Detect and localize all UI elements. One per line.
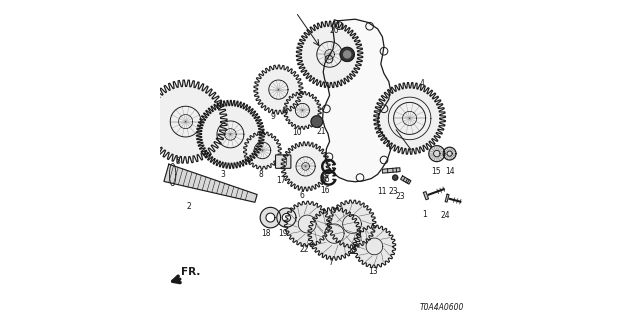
Text: T0A4A0600: T0A4A0600 — [419, 303, 464, 312]
Text: 8: 8 — [259, 170, 263, 179]
Polygon shape — [382, 168, 400, 173]
Text: 11: 11 — [378, 188, 387, 196]
Text: 16: 16 — [320, 186, 330, 195]
Polygon shape — [323, 19, 390, 182]
Text: 3: 3 — [220, 170, 225, 179]
Text: 6: 6 — [300, 191, 305, 200]
Polygon shape — [260, 207, 280, 228]
Text: 4: 4 — [420, 79, 425, 88]
Text: 9: 9 — [270, 112, 275, 121]
FancyBboxPatch shape — [275, 155, 291, 168]
Polygon shape — [244, 132, 281, 169]
Text: 23: 23 — [395, 192, 405, 201]
Polygon shape — [164, 164, 257, 202]
Text: 19: 19 — [278, 229, 287, 238]
Text: 21: 21 — [317, 127, 326, 136]
Text: 18: 18 — [262, 229, 271, 238]
Text: 7: 7 — [329, 258, 333, 267]
Text: 17: 17 — [276, 176, 286, 185]
Text: 24: 24 — [440, 212, 451, 220]
Text: 13: 13 — [368, 268, 378, 276]
Text: 1: 1 — [422, 210, 427, 219]
Polygon shape — [284, 92, 321, 129]
Polygon shape — [424, 192, 429, 200]
Text: 16: 16 — [320, 175, 330, 184]
Text: 10: 10 — [292, 128, 302, 137]
Polygon shape — [277, 208, 296, 227]
Polygon shape — [444, 147, 456, 160]
Polygon shape — [281, 142, 330, 191]
Polygon shape — [340, 47, 355, 61]
Polygon shape — [266, 213, 275, 222]
Polygon shape — [401, 176, 411, 184]
Polygon shape — [374, 83, 445, 154]
Polygon shape — [308, 207, 361, 260]
Text: FR.: FR. — [181, 268, 200, 277]
Polygon shape — [254, 65, 303, 114]
Text: 23: 23 — [388, 188, 398, 196]
Polygon shape — [429, 146, 445, 162]
Polygon shape — [282, 213, 291, 222]
Polygon shape — [296, 21, 363, 88]
Text: 2: 2 — [186, 202, 191, 211]
Text: 15: 15 — [431, 167, 441, 176]
Text: 5: 5 — [175, 157, 180, 166]
Polygon shape — [393, 175, 398, 180]
Polygon shape — [445, 194, 449, 202]
Polygon shape — [311, 116, 323, 127]
Polygon shape — [144, 80, 227, 163]
Polygon shape — [328, 200, 376, 248]
Polygon shape — [284, 201, 330, 247]
Polygon shape — [196, 100, 264, 168]
Text: 20: 20 — [330, 26, 339, 35]
Text: 12: 12 — [348, 247, 356, 256]
Text: 22: 22 — [300, 245, 309, 254]
Polygon shape — [353, 225, 396, 268]
Text: 14: 14 — [445, 167, 454, 176]
Polygon shape — [344, 51, 351, 58]
